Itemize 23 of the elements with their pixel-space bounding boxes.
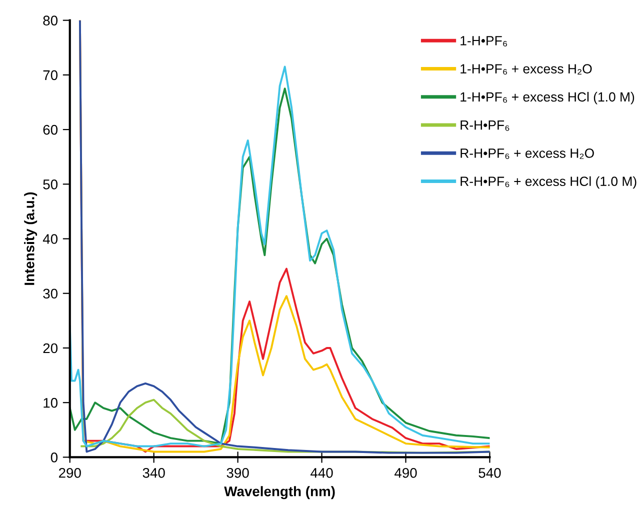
x-tick-label: 490 bbox=[394, 468, 417, 478]
legend-label: R-H•PF₆ + excess HCl (1.0 M) bbox=[460, 176, 636, 189]
y-tick-label: 0 bbox=[50, 452, 58, 462]
y-tick-label: 60 bbox=[43, 124, 58, 135]
x-tick-label: 290 bbox=[58, 468, 81, 478]
y-tick-label: 80 bbox=[43, 16, 58, 26]
legend-label: R-H•PF₆ + excess H₂O bbox=[460, 148, 594, 159]
legend-label: 1-H•PF₆ + excess H₂O bbox=[460, 64, 592, 75]
y-tick-label: 50 bbox=[43, 179, 58, 190]
y-tick-label: 20 bbox=[43, 343, 58, 354]
x-tick-label: 340 bbox=[142, 468, 165, 478]
x-tick-label: 390 bbox=[226, 468, 249, 478]
y-tick-label: 40 bbox=[42, 234, 58, 244]
x-tick-label: 540 bbox=[478, 468, 501, 478]
x-tick-label: 440 bbox=[310, 468, 333, 478]
y-tick-label: 70 bbox=[43, 70, 58, 80]
y-axis-title: Intensity (a.u.) bbox=[24, 192, 38, 285]
y-tick-label: 10 bbox=[44, 398, 58, 408]
legend-label: 1-H•PF₆ + excess HCl (1.0 M) bbox=[460, 92, 634, 104]
legend-label: R-H•PF₆ bbox=[460, 120, 510, 131]
y-tick-label: 30 bbox=[43, 288, 58, 299]
legend-label: 1-H•PF₆ bbox=[460, 36, 507, 46]
x-axis-title: Wavelength (nm) bbox=[224, 486, 335, 500]
